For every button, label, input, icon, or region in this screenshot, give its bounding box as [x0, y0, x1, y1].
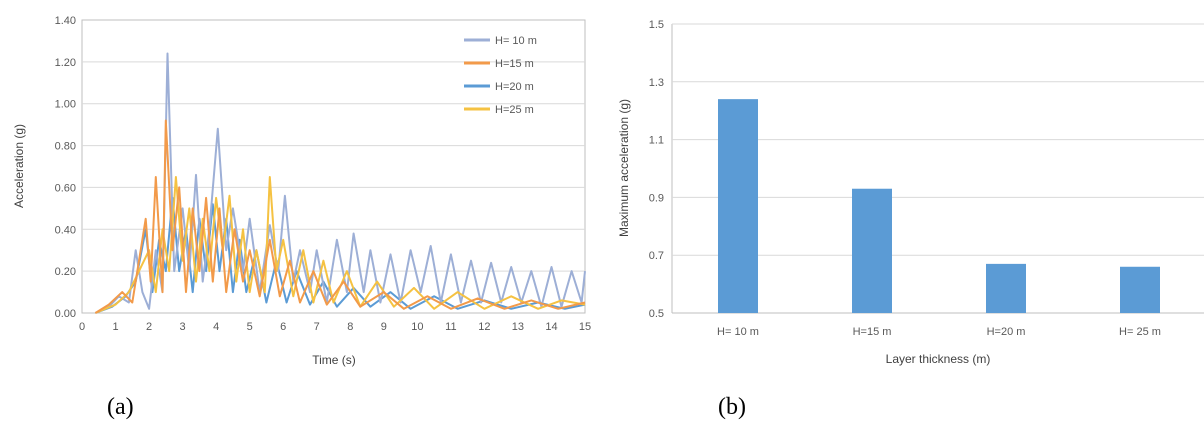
bar — [718, 99, 758, 313]
bar — [986, 263, 1026, 313]
y-tick-label: 1.5 — [649, 19, 664, 31]
x-tick-label: 15 — [579, 321, 591, 333]
y-tick-label: 0.80 — [55, 141, 76, 153]
x-tick-label: 4 — [213, 321, 219, 333]
x-tick-label: 10 — [411, 321, 423, 333]
gridlines-b — [672, 23, 1204, 314]
series-line-4 — [95, 176, 586, 314]
legend-label: H=25 m — [495, 104, 534, 116]
x-tick-label: 9 — [381, 321, 387, 333]
y-axis-label-a: Acceleration (g) — [12, 124, 26, 208]
category-labels: H= 10 m H=15 m H=20 m H= 25 m — [717, 326, 1161, 338]
y-ticks-a: 0.00 0.20 0.40 0.60 0.80 1.00 1.20 1.40 — [55, 15, 76, 320]
category-label: H=20 m — [987, 326, 1026, 338]
y-tick-label: 0.7 — [649, 250, 664, 262]
bars — [718, 99, 1160, 313]
x-ticks-a: 0 1 2 3 4 5 6 7 8 9 10 11 12 13 14 15 — [79, 321, 591, 333]
category-label: H=15 m — [853, 326, 892, 338]
x-tick-label: 5 — [247, 321, 253, 333]
max-acceleration-bar-chart: 0.50.70.91.11.31.5 H= 10 m H=15 m H=20 m H=… — [617, 19, 1204, 366]
series-lines — [94, 52, 586, 314]
series-line-1 — [94, 52, 586, 314]
series-line-2 — [94, 119, 586, 314]
caption-a: (a) — [107, 394, 134, 420]
y-tick-label: 1.20 — [55, 57, 76, 69]
x-tick-label: 6 — [280, 321, 286, 333]
y-tick-label: 0.9 — [649, 192, 664, 204]
bar — [1120, 266, 1160, 313]
y-tick-label: 0.60 — [55, 182, 76, 194]
category-label: H= 25 m — [1119, 326, 1161, 338]
y-axis-label-b: Maximum acceleration (g) — [617, 99, 631, 237]
x-axis-label-a: Time (s) — [312, 353, 356, 367]
y-tick-label: 0.00 — [55, 308, 76, 320]
caption-b: (b) — [718, 394, 746, 420]
y-ticks-b: 0.5 0.7 0.9 1.1 1.3 1.5 — [649, 19, 664, 320]
bar — [852, 188, 892, 313]
category-label: H= 10 m — [717, 326, 759, 338]
y-tick-label: 1.3 — [649, 77, 664, 89]
x-axis-label-b: Layer thickness (m) — [886, 352, 991, 366]
legend-label: H=20 m — [495, 81, 534, 93]
legend-label: H= 10 m — [495, 35, 537, 47]
legend-label: H=15 m — [495, 58, 534, 70]
x-tick-label: 14 — [545, 321, 557, 333]
y-tick-label: 1.00 — [55, 99, 76, 111]
x-tick-label: 7 — [314, 321, 320, 333]
y-tick-label: 1.1 — [649, 135, 664, 147]
x-tick-label: 11 — [445, 321, 456, 333]
x-tick-label: 3 — [180, 321, 186, 333]
x-tick-label: 13 — [512, 321, 524, 333]
x-tick-label: 8 — [347, 321, 353, 333]
x-tick-label: 2 — [146, 321, 152, 333]
x-tick-label: 12 — [478, 321, 490, 333]
y-tick-label: 0.20 — [55, 266, 76, 278]
x-tick-label: 1 — [112, 321, 118, 333]
legend-a: H= 10 m H=15 m H=20 m H=25 m — [464, 35, 537, 116]
y-tick-label: 0.5 — [649, 308, 664, 320]
x-tick-label: 0 — [79, 321, 85, 333]
y-tick-label: 0.40 — [55, 224, 76, 236]
y-tick-label: 1.40 — [55, 15, 76, 27]
